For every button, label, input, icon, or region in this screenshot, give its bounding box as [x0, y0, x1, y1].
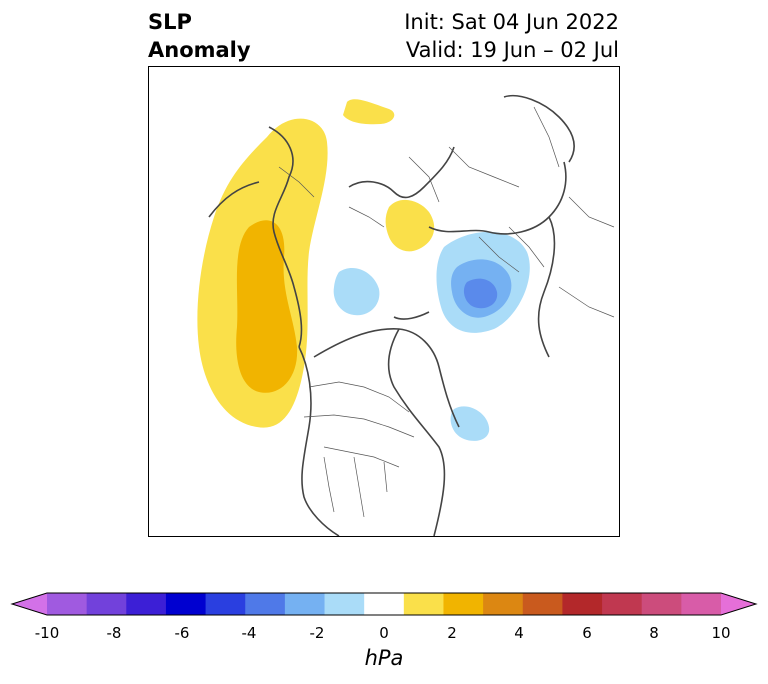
colorbar-segment	[641, 593, 682, 615]
colorbar-extend-min	[12, 593, 47, 615]
colorbar-segment	[86, 593, 127, 615]
colorbar-segment	[284, 593, 326, 615]
init-date: Init: Sat 04 Jun 2022	[404, 10, 619, 34]
colorbar-segment	[403, 593, 444, 615]
negative-anomaly-siberia	[436, 231, 530, 333]
colorbar-segment	[126, 593, 167, 615]
date-info: Init: Sat 04 Jun 2022 Valid: 19 Jun – 02…	[404, 8, 619, 64]
political-borders	[278, 106, 615, 518]
colorbar-segment	[522, 593, 563, 615]
colorbar-segment	[165, 593, 207, 615]
colorbar-segments	[10, 592, 758, 616]
tick-label: -10	[34, 624, 60, 642]
title-line-1: SLP	[148, 10, 192, 34]
tick-label: 8	[649, 624, 659, 642]
negative-anomaly-arctic	[333, 268, 380, 316]
tick-label: 2	[447, 624, 457, 642]
tick-label: -2	[309, 624, 325, 642]
tick-label: 6	[582, 624, 592, 642]
colorbar-segment	[245, 593, 286, 615]
colorbar	[10, 592, 758, 616]
colorbar-segment	[681, 593, 722, 615]
colorbar-segment	[562, 593, 603, 615]
colorbar-segment	[324, 593, 365, 615]
tick-label: -8	[106, 624, 122, 642]
anomaly-map	[197, 95, 615, 536]
colorbar-segment	[364, 593, 405, 615]
chart-title: SLP Anomaly	[148, 8, 251, 64]
colorbar-segment	[443, 593, 484, 615]
colorbar-extend-max	[721, 593, 756, 615]
title-line-2: Anomaly	[148, 38, 251, 62]
coastlines	[208, 95, 575, 536]
positive-anomaly-north	[343, 99, 395, 125]
colorbar-outline	[10, 592, 758, 616]
tick-label: -4	[241, 624, 257, 642]
tick-label: 10	[711, 624, 731, 642]
valid-range: Valid: 19 Jun – 02 Jul	[405, 38, 619, 62]
colorbar-segment	[205, 593, 246, 615]
negative-anomaly-atlantic	[450, 406, 490, 441]
tick-label: -6	[174, 624, 190, 642]
colorbar-segment	[602, 593, 643, 615]
positive-anomaly-europe	[385, 199, 435, 252]
map-panel	[148, 66, 620, 537]
tick-label: 0	[379, 624, 389, 642]
colorbar-segment	[483, 593, 524, 615]
positive-anomaly-pacific	[197, 118, 328, 428]
tick-label: 4	[514, 624, 524, 642]
colorbar-units: hPa	[364, 646, 404, 670]
colorbar-segment	[47, 593, 88, 615]
